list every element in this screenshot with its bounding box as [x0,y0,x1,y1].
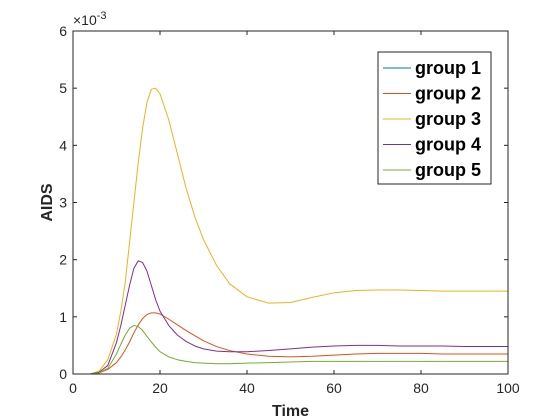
legend-label: group 3 [415,109,481,129]
legend-label: group 5 [415,160,481,180]
legend: group 1 group 2 group 3 group 4 group 5 [378,52,491,184]
y-tick-label: 0 [59,366,67,382]
y-tick-label: 5 [59,80,67,96]
x-axis-title: Time [272,403,309,420]
legend-label: group 4 [415,135,481,155]
y-tick-label: 6 [59,23,67,39]
x-tick-label: 100 [496,380,520,396]
y-exponent-power: -3 [97,10,107,22]
x-tick-label: 40 [239,380,255,396]
x-tick-label: 80 [413,380,429,396]
x-tick-label: 20 [152,380,168,396]
y-exponent-base: ×10 [73,12,97,28]
y-tick-label: 1 [59,309,67,325]
y-tick-label: 4 [59,137,67,153]
y-tick-label: 3 [59,195,67,211]
y-tick-label: 2 [59,252,67,268]
y-exponent-label: ×10-3 [73,10,107,28]
y-axis-title: AIDS [39,183,56,222]
legend-label: group 1 [415,58,481,78]
x-tick-label: 0 [69,380,77,396]
x-tick-label: 60 [326,380,342,396]
legend-label: group 2 [415,84,481,104]
